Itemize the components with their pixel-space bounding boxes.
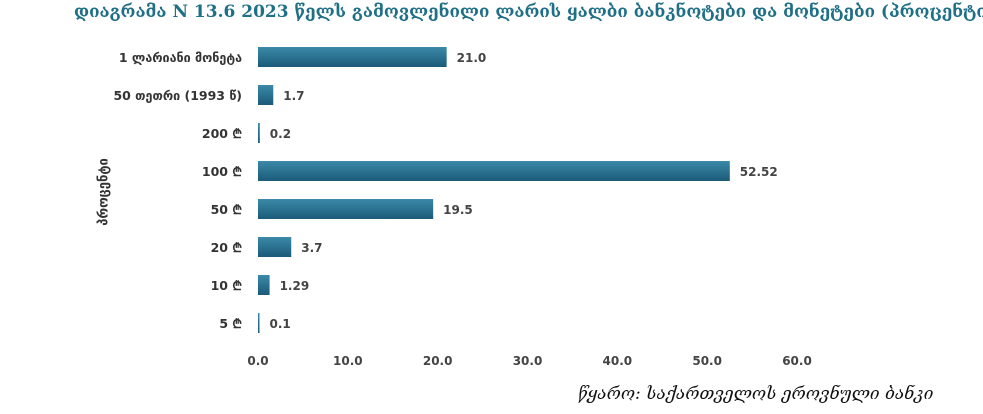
category-label: 50 თეთრი (1993 წ) xyxy=(113,88,242,103)
y-axis-title: პროცენტი xyxy=(96,158,112,226)
bar-value-label: 1.29 xyxy=(280,279,310,293)
bar xyxy=(258,313,260,333)
bar xyxy=(258,199,434,219)
bars-group xyxy=(258,47,730,333)
bar xyxy=(258,47,447,67)
x-tick-labels-group: 0.0 10.0 20.0 30.0 40.0 50.0 60.0 xyxy=(247,354,811,368)
bar-value-label: 52.52 xyxy=(740,165,778,179)
bar-value-label: 19.5 xyxy=(443,203,473,217)
category-label: 100 ₾ xyxy=(202,164,242,179)
x-tick-label: 40.0 xyxy=(603,354,633,368)
x-tick-label: 10.0 xyxy=(333,354,363,368)
category-label: 20 ₾ xyxy=(211,240,243,255)
bar xyxy=(258,275,270,295)
bar-value-label: 1.7 xyxy=(283,89,304,103)
category-label: 5 ₾ xyxy=(219,316,242,331)
bar-value-label: 21.0 xyxy=(457,51,487,65)
bar xyxy=(258,161,730,181)
x-tick-label: 0.0 xyxy=(247,354,268,368)
category-label: 50 ₾ xyxy=(211,202,243,217)
category-labels-group: 1 ლარიანი მონეტა 50 თეთრი (1993 წ) 200 ₾ 10… xyxy=(113,50,242,331)
category-label: 1 ლარიანი მონეტა xyxy=(119,50,242,65)
bar-value-label: 3.7 xyxy=(301,241,322,255)
x-tick-label: 30.0 xyxy=(513,354,543,368)
category-label: 200 ₾ xyxy=(202,126,242,141)
bar-value-label: 0.2 xyxy=(270,127,291,141)
x-tick-label: 20.0 xyxy=(423,354,453,368)
bar xyxy=(258,85,274,105)
x-tick-label: 60.0 xyxy=(782,354,812,368)
bar xyxy=(258,237,292,257)
value-labels-group: 21.0 1.7 0.2 52.52 19.5 3.7 1.29 0.1 xyxy=(270,51,778,331)
category-label: 10 ₾ xyxy=(211,278,243,293)
source-note: წყარო: საქართველოს ეროვნული ბანკი xyxy=(578,384,934,404)
bar-value-label: 0.1 xyxy=(270,317,291,331)
bar xyxy=(258,123,260,143)
x-tick-label: 50.0 xyxy=(692,354,722,368)
chart-title: დიაგრამა N 13.6 2023 წელს გამოვლენილი ლა… xyxy=(74,2,983,22)
